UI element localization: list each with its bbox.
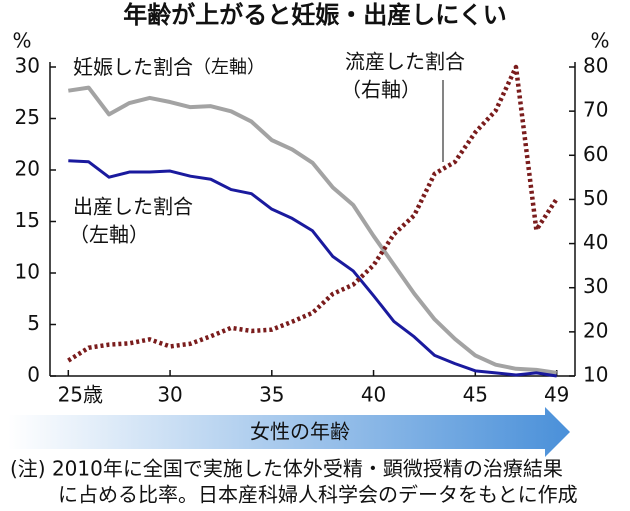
y-tick-label: 30 — [15, 54, 40, 78]
x-arrow — [8, 407, 570, 457]
series-label: 妊娠した割合（左軸） — [73, 55, 265, 79]
x-tick-label: 49 — [544, 383, 569, 407]
note: に占める比率。日本産科婦人科学会のデータをもとに作成 — [58, 483, 578, 507]
chart-title: 年齢が上がると妊娠・出産しにくい — [123, 1, 507, 29]
x-tick-label: 40 — [361, 383, 386, 407]
x-tick-label: 30 — [157, 383, 182, 407]
series-axis-note: （左軸） — [193, 57, 265, 78]
line-series — [68, 85, 557, 375]
series-name: 出産した割合 — [73, 195, 193, 219]
line-series — [67, 64, 559, 363]
series-axis-note: （左軸） — [69, 223, 149, 247]
y-unit: % — [12, 29, 31, 53]
series-name: 流産した割合 — [345, 50, 465, 74]
x-axis-label: 女性の年齢 — [250, 420, 350, 444]
note: (注) 2010年に全国で実施した体外受精・顕微授精の治療結果 — [10, 457, 563, 481]
y2-tick-label: 70 — [583, 98, 608, 122]
y-tick-label: 0 — [27, 363, 40, 387]
y2-unit: % — [590, 29, 609, 53]
y2-tick-label: 10 — [583, 363, 608, 387]
series-name: 妊娠した割合 — [73, 55, 193, 79]
y-tick-label: 20 — [15, 157, 40, 181]
y2-tick-label: 60 — [583, 142, 608, 166]
y2-tick-label: 50 — [583, 186, 608, 210]
y2-tick-label: 20 — [583, 318, 608, 342]
y-tick-label: 10 — [15, 260, 40, 284]
y2-tick-label: 40 — [583, 230, 608, 254]
y-tick-label: 25 — [15, 105, 40, 129]
y2-tick-label: 30 — [583, 274, 608, 298]
y-tick-label: 15 — [15, 208, 40, 232]
series-axis-note: （右軸） — [341, 78, 421, 102]
line-series — [68, 159, 557, 378]
y-tick-label: 5 — [27, 311, 40, 335]
x-tick-label: 45 — [463, 383, 488, 407]
x-tick-label: 25歳 — [58, 383, 103, 407]
y2-tick-label: 80 — [583, 54, 608, 78]
x-tick-label: 35 — [259, 383, 284, 407]
